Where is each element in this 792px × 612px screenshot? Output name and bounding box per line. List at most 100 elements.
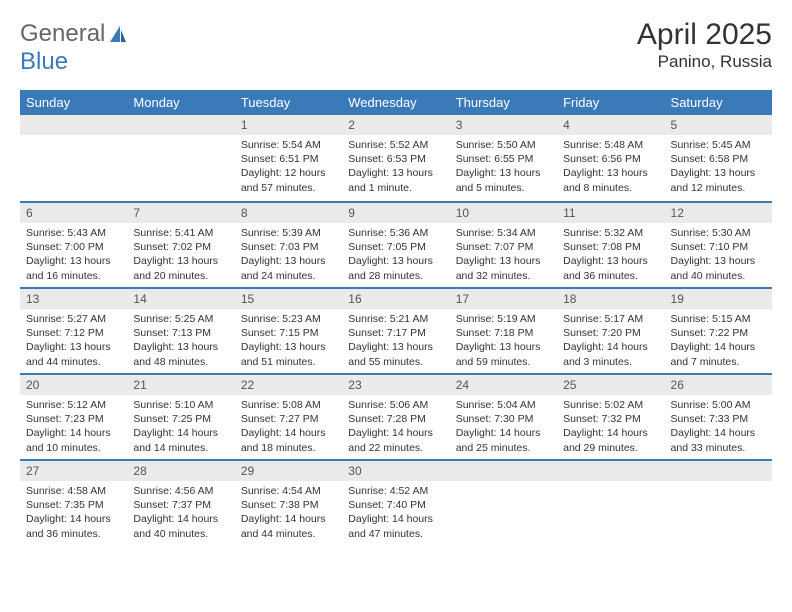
day-number: 20 [20,373,127,395]
detail-line: and 25 minutes. [456,441,551,455]
calendar-week-row: 6Sunrise: 5:43 AMSunset: 7:00 PMDaylight… [20,201,772,287]
detail-line: and 20 minutes. [133,269,228,283]
day-details: Sunrise: 5:34 AMSunset: 7:07 PMDaylight:… [450,223,557,285]
detail-line: and 44 minutes. [26,355,121,369]
day-number [450,459,557,481]
detail-line: Daylight: 14 hours [348,426,443,440]
calendar-cell: 30Sunrise: 4:52 AMSunset: 7:40 PMDayligh… [342,459,449,545]
detail-line: and 36 minutes. [563,269,658,283]
detail-line: Daylight: 13 hours [563,166,658,180]
day-details: Sunrise: 5:39 AMSunset: 7:03 PMDaylight:… [235,223,342,285]
weekday-header: Monday [127,90,234,115]
detail-line: Sunrise: 5:08 AM [241,398,336,412]
detail-line: Sunrise: 5:02 AM [563,398,658,412]
calendar-cell: 8Sunrise: 5:39 AMSunset: 7:03 PMDaylight… [235,201,342,287]
calendar-cell: 15Sunrise: 5:23 AMSunset: 7:15 PMDayligh… [235,287,342,373]
weekday-header: Friday [557,90,664,115]
day-number: 28 [127,459,234,481]
day-details: Sunrise: 5:30 AMSunset: 7:10 PMDaylight:… [665,223,772,285]
detail-line: Sunset: 7:33 PM [671,412,766,426]
detail-line: Sunrise: 5:27 AM [26,312,121,326]
calendar-cell [665,459,772,545]
detail-line: and 51 minutes. [241,355,336,369]
day-number: 25 [557,373,664,395]
detail-line: and 1 minute. [348,181,443,195]
detail-line: Daylight: 12 hours [241,166,336,180]
calendar-cell [20,115,127,201]
calendar-cell: 19Sunrise: 5:15 AMSunset: 7:22 PMDayligh… [665,287,772,373]
detail-line: and 59 minutes. [456,355,551,369]
detail-line: and 32 minutes. [456,269,551,283]
day-details: Sunrise: 4:54 AMSunset: 7:38 PMDaylight:… [235,481,342,543]
detail-line: and 47 minutes. [348,527,443,541]
detail-line: Sunset: 7:38 PM [241,498,336,512]
calendar-cell: 26Sunrise: 5:00 AMSunset: 7:33 PMDayligh… [665,373,772,459]
detail-line: Sunset: 6:51 PM [241,152,336,166]
day-number: 19 [665,287,772,309]
weekday-header: Sunday [20,90,127,115]
weekday-header: Wednesday [342,90,449,115]
detail-line: Sunset: 7:27 PM [241,412,336,426]
day-number: 12 [665,201,772,223]
detail-line: Daylight: 14 hours [671,426,766,440]
detail-line: Daylight: 13 hours [26,340,121,354]
day-details: Sunrise: 5:17 AMSunset: 7:20 PMDaylight:… [557,309,664,371]
detail-line: Sunset: 6:58 PM [671,152,766,166]
detail-line: Sunrise: 5:23 AM [241,312,336,326]
day-number: 29 [235,459,342,481]
detail-line: and 10 minutes. [26,441,121,455]
detail-line: Daylight: 13 hours [241,340,336,354]
day-number: 17 [450,287,557,309]
detail-line: and 40 minutes. [671,269,766,283]
detail-line: Sunrise: 5:12 AM [26,398,121,412]
detail-line: Sunrise: 5:10 AM [133,398,228,412]
calendar-cell: 23Sunrise: 5:06 AMSunset: 7:28 PMDayligh… [342,373,449,459]
day-number: 30 [342,459,449,481]
day-number: 5 [665,115,772,135]
day-details: Sunrise: 4:52 AMSunset: 7:40 PMDaylight:… [342,481,449,543]
detail-line: Sunset: 6:56 PM [563,152,658,166]
day-details: Sunrise: 5:19 AMSunset: 7:18 PMDaylight:… [450,309,557,371]
detail-line: Sunset: 7:12 PM [26,326,121,340]
day-details: Sunrise: 5:25 AMSunset: 7:13 PMDaylight:… [127,309,234,371]
day-number: 3 [450,115,557,135]
detail-line: and 3 minutes. [563,355,658,369]
day-number: 22 [235,373,342,395]
detail-line: Sunrise: 4:54 AM [241,484,336,498]
day-number: 6 [20,201,127,223]
day-number: 23 [342,373,449,395]
detail-line: Sunset: 7:32 PM [563,412,658,426]
detail-line: Sunrise: 5:52 AM [348,138,443,152]
day-details: Sunrise: 4:58 AMSunset: 7:35 PMDaylight:… [20,481,127,543]
day-details: Sunrise: 5:45 AMSunset: 6:58 PMDaylight:… [665,135,772,197]
detail-line: and 36 minutes. [26,527,121,541]
weekday-header: Thursday [450,90,557,115]
detail-line: Daylight: 13 hours [563,254,658,268]
detail-line: Sunset: 7:08 PM [563,240,658,254]
detail-line: and 44 minutes. [241,527,336,541]
location-label: Panino, Russia [637,52,772,72]
weekday-header-row: Sunday Monday Tuesday Wednesday Thursday… [20,90,772,115]
detail-line: Sunset: 7:18 PM [456,326,551,340]
day-number [127,115,234,135]
detail-line: Sunset: 7:40 PM [348,498,443,512]
calendar-cell [557,459,664,545]
day-number: 7 [127,201,234,223]
calendar-cell: 25Sunrise: 5:02 AMSunset: 7:32 PMDayligh… [557,373,664,459]
day-number: 9 [342,201,449,223]
calendar-cell: 20Sunrise: 5:12 AMSunset: 7:23 PMDayligh… [20,373,127,459]
detail-line: and 24 minutes. [241,269,336,283]
day-details: Sunrise: 5:02 AMSunset: 7:32 PMDaylight:… [557,395,664,457]
detail-line: Daylight: 14 hours [241,426,336,440]
detail-line: and 14 minutes. [133,441,228,455]
detail-line: Daylight: 13 hours [456,340,551,354]
day-details: Sunrise: 5:00 AMSunset: 7:33 PMDaylight:… [665,395,772,457]
calendar-cell: 2Sunrise: 5:52 AMSunset: 6:53 PMDaylight… [342,115,449,201]
calendar-page: General April 2025 Panino, Russia Blue S… [0,0,792,555]
calendar-cell: 18Sunrise: 5:17 AMSunset: 7:20 PMDayligh… [557,287,664,373]
detail-line: Sunset: 7:28 PM [348,412,443,426]
calendar-cell: 14Sunrise: 5:25 AMSunset: 7:13 PMDayligh… [127,287,234,373]
detail-line: and 28 minutes. [348,269,443,283]
detail-line: and 22 minutes. [348,441,443,455]
detail-line: Sunrise: 5:48 AM [563,138,658,152]
